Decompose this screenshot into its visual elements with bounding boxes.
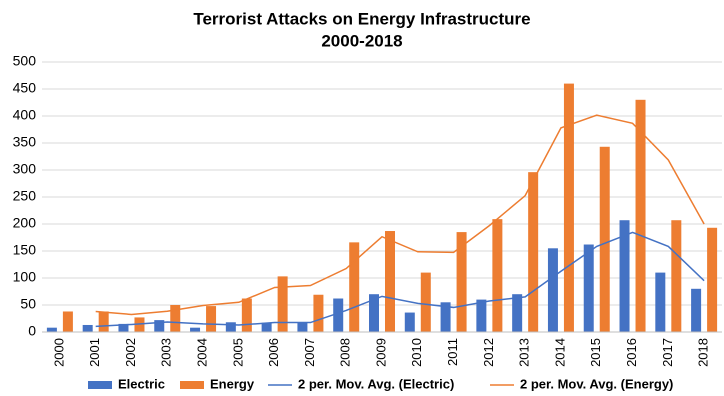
bar [82,324,93,332]
legend-label: Electric [118,376,165,391]
bar [277,276,288,332]
bar [349,242,360,332]
legend-swatch [180,381,204,389]
x-tick-label: 2011 [445,338,460,366]
legend-label: 2 per. Mov. Avg. (Electric) [298,376,454,391]
x-tick-label: 2003 [159,338,174,367]
bar [170,305,181,332]
y-tick-label: 450 [13,80,37,96]
moving-average-line [95,231,705,328]
y-tick-label: 200 [13,215,37,231]
bar [46,327,57,332]
y-tick-label: 300 [13,161,37,177]
bar [492,219,503,332]
bar [456,232,467,332]
bar [225,322,236,332]
bar [707,227,718,332]
bar [691,288,702,332]
bar [385,231,395,332]
bar [206,306,217,332]
bar [190,327,201,332]
y-tick-label: 100 [13,269,37,285]
y-tick-label: 0 [28,323,36,339]
x-tick-label: 2014 [552,338,567,367]
y-tick-label: 50 [20,296,36,312]
y-tick-label: 250 [13,188,37,204]
bar [333,298,344,332]
bar [671,220,682,332]
bar [547,248,558,332]
bar [369,294,379,332]
bar [440,302,451,332]
bar [583,244,594,332]
moving-average-line [95,114,705,316]
bar [261,322,272,332]
bar [118,323,129,332]
legend-swatch [88,381,112,389]
bar [635,99,646,332]
bar [476,299,487,332]
chart-subtitle: 2000-2018 [321,31,402,50]
x-tick-label: 2009 [373,338,388,367]
x-tick-label: 2004 [194,338,209,367]
x-tick-label: 2001 [87,338,102,367]
bar [241,298,252,332]
x-tick-label: 2008 [338,338,353,367]
bar [297,322,308,332]
bar [134,317,145,332]
bar [528,172,539,332]
x-tick-label: 2007 [302,338,317,367]
x-tick-label: 2010 [409,338,424,367]
x-tick-label: 2005 [230,338,245,367]
bar [98,311,109,332]
y-tick-label: 500 [13,53,37,69]
y-tick-label: 350 [13,134,37,150]
x-tick-label: 2015 [588,338,603,367]
bar [512,294,523,332]
bar [563,83,574,332]
x-tick-label: 2012 [481,338,496,367]
x-tick-label: 2016 [624,338,639,367]
bar [313,294,324,332]
x-tick-label: 2006 [266,338,281,367]
bar [154,320,165,332]
bar [404,312,415,332]
y-tick-label: 400 [13,107,37,123]
x-tick-label: 2018 [696,338,711,367]
legend-label: Energy [210,376,255,391]
y-tick-label: 150 [13,242,37,258]
bar [420,272,431,332]
x-tick-label: 2013 [517,338,532,367]
chart-title: Terrorist Attacks on Energy Infrastructu… [193,9,530,28]
bar [619,220,630,332]
bar [62,311,73,332]
x-tick-label: 2017 [660,338,675,367]
bar [655,272,666,332]
x-tick-label: 2000 [51,338,66,367]
legend-label: 2 per. Mov. Avg. (Energy) [520,376,673,391]
bar [599,146,610,332]
x-tick-label: 2002 [123,338,138,367]
